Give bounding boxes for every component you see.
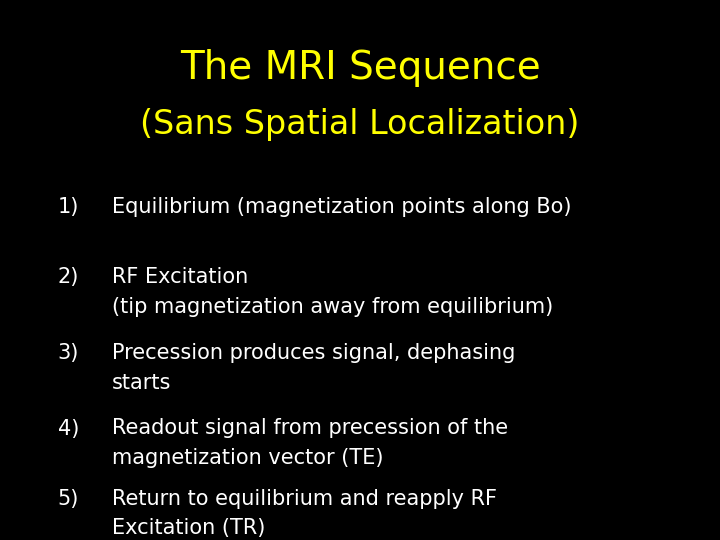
Text: magnetization vector (TE): magnetization vector (TE): [112, 448, 383, 468]
Text: RF Excitation: RF Excitation: [112, 267, 248, 287]
Text: Return to equilibrium and reapply RF: Return to equilibrium and reapply RF: [112, 489, 497, 509]
Text: The MRI Sequence: The MRI Sequence: [179, 49, 541, 86]
Text: Readout signal from precession of the: Readout signal from precession of the: [112, 418, 508, 438]
Text: 1): 1): [58, 197, 79, 217]
Text: 3): 3): [58, 343, 79, 363]
Text: Equilibrium (magnetization points along Bo): Equilibrium (magnetization points along …: [112, 197, 571, 217]
Text: 2): 2): [58, 267, 79, 287]
Text: starts: starts: [112, 373, 171, 393]
Text: 4): 4): [58, 418, 79, 438]
Text: (Sans Spatial Localization): (Sans Spatial Localization): [140, 108, 580, 141]
Text: Precession produces signal, dephasing: Precession produces signal, dephasing: [112, 343, 515, 363]
Text: Excitation (TR): Excitation (TR): [112, 518, 265, 538]
Text: 5): 5): [58, 489, 79, 509]
Text: (tip magnetization away from equilibrium): (tip magnetization away from equilibrium…: [112, 297, 553, 317]
